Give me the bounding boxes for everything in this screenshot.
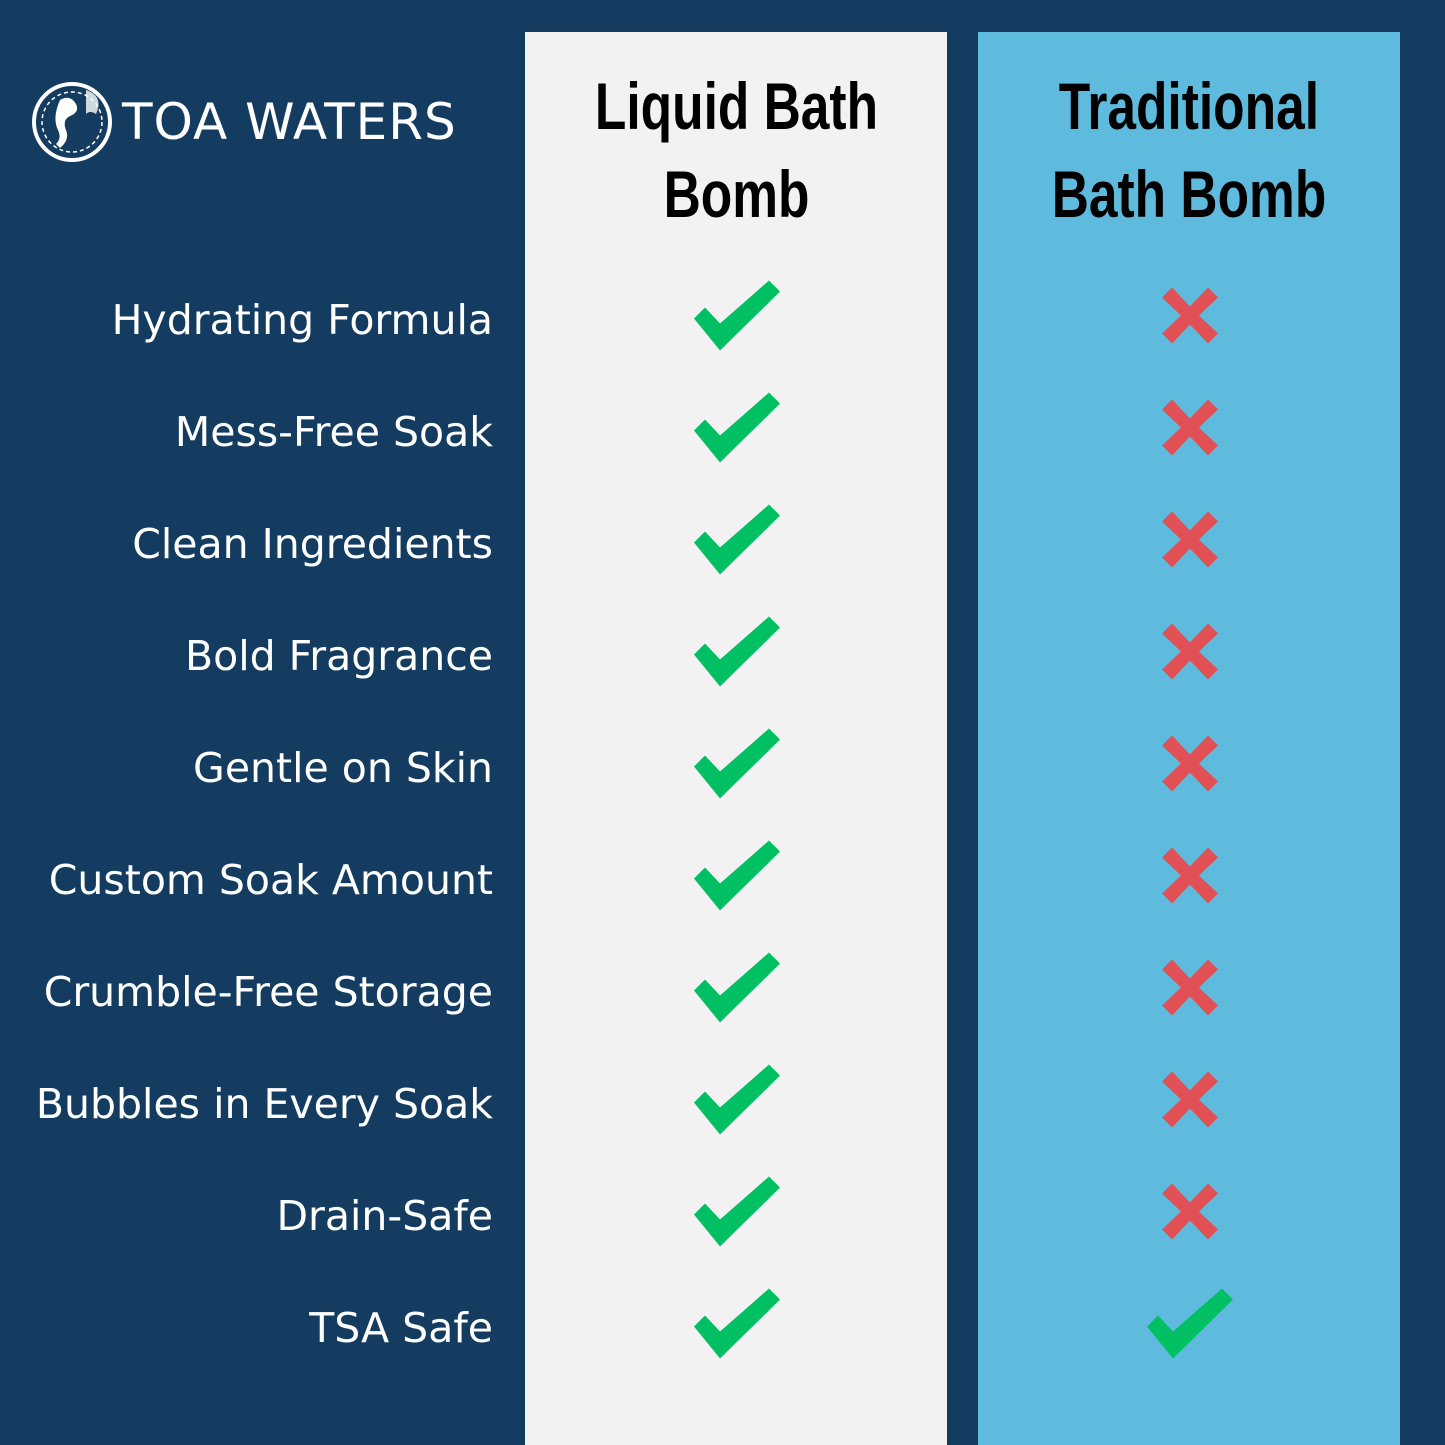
check-icon <box>693 1176 781 1252</box>
cross-icon <box>1162 287 1218 349</box>
check-icon <box>693 728 781 804</box>
check-icon <box>693 616 781 692</box>
cross-icon <box>1162 959 1218 1021</box>
header-line: Bomb <box>663 157 809 231</box>
brand-name: TOA WATERS <box>122 93 457 151</box>
cross-icon <box>1162 1183 1218 1245</box>
feature-label: Bubbles in Every Soak <box>35 1080 493 1128</box>
cross-icon <box>1162 511 1218 573</box>
check-icon <box>693 840 781 916</box>
check-icon <box>693 392 781 468</box>
liquid-bath-bomb-header: Liquid Bath Bomb <box>525 62 947 238</box>
cross-icon <box>1162 623 1218 685</box>
cross-icon <box>1162 1071 1218 1133</box>
sea-horse-emblem-icon <box>32 82 112 162</box>
cross-icon <box>1162 399 1218 461</box>
feature-label: Gentle on Skin <box>193 744 493 792</box>
header-line: Liquid Bath <box>594 69 878 143</box>
feature-label: Drain-Safe <box>276 1192 493 1240</box>
feature-label: Clean Ingredients <box>132 520 493 568</box>
feature-label: TSA Safe <box>309 1304 493 1352</box>
check-icon <box>693 280 781 356</box>
check-icon <box>693 1064 781 1140</box>
check-icon <box>693 504 781 580</box>
check-icon <box>693 1288 781 1364</box>
traditional-bath-bomb-header: Traditional Bath Bomb <box>978 62 1400 238</box>
check-icon <box>693 952 781 1028</box>
feature-label: Custom Soak Amount <box>48 856 493 904</box>
feature-label: Hydrating Formula <box>111 296 493 344</box>
feature-label: Bold Fragrance <box>184 632 493 680</box>
header-line: Traditional <box>1058 69 1320 143</box>
cross-icon <box>1162 847 1218 909</box>
check-icon <box>1146 1288 1234 1364</box>
feature-label: Crumble-Free Storage <box>43 968 493 1016</box>
brand-logo: TOA WATERS <box>30 80 457 164</box>
cross-icon <box>1162 735 1218 797</box>
header-line: Bath Bomb <box>1051 157 1327 231</box>
feature-label: Mess-Free Soak <box>174 408 493 456</box>
